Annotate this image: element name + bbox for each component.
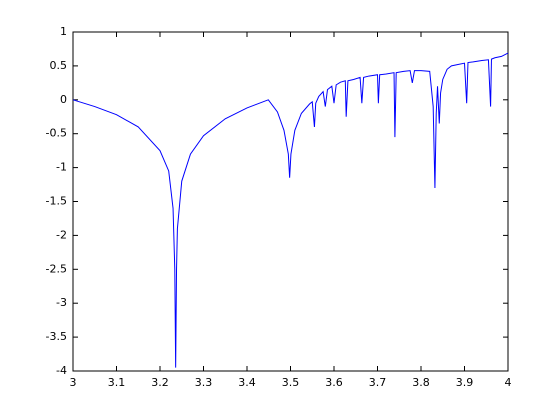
y-tick-label: -4 [56, 364, 67, 377]
x-tick-label: 3.7 [369, 376, 387, 389]
x-tick-label: 3 [70, 376, 77, 389]
y-tick-label: -2 [56, 228, 67, 241]
y-tick-label: 0.5 [50, 59, 68, 72]
x-tick-label: 3.6 [325, 376, 343, 389]
x-tick-label: 3.5 [282, 376, 300, 389]
y-tick-label: -3 [56, 296, 67, 309]
y-tick-label: 1 [60, 25, 67, 38]
x-tick-label: 3.4 [238, 376, 256, 389]
x-tick-label: 3.9 [456, 376, 474, 389]
y-tick-label: 0 [60, 93, 67, 106]
x-tick-label: 4 [505, 376, 512, 389]
y-tick-label: -2.5 [46, 262, 67, 275]
data-line [72, 52, 509, 368]
x-tick-label: 3.3 [195, 376, 213, 389]
x-tick-label: 3.2 [151, 376, 169, 389]
y-tick-label: -0.5 [46, 127, 67, 140]
axes-frame [72, 31, 509, 372]
y-tick-label: -3.5 [46, 330, 67, 343]
x-tick-label: 3.1 [108, 376, 126, 389]
x-tick-label: 3.8 [412, 376, 430, 389]
y-tick-label: -1.5 [46, 195, 67, 208]
y-tick-label: -1 [56, 161, 67, 174]
